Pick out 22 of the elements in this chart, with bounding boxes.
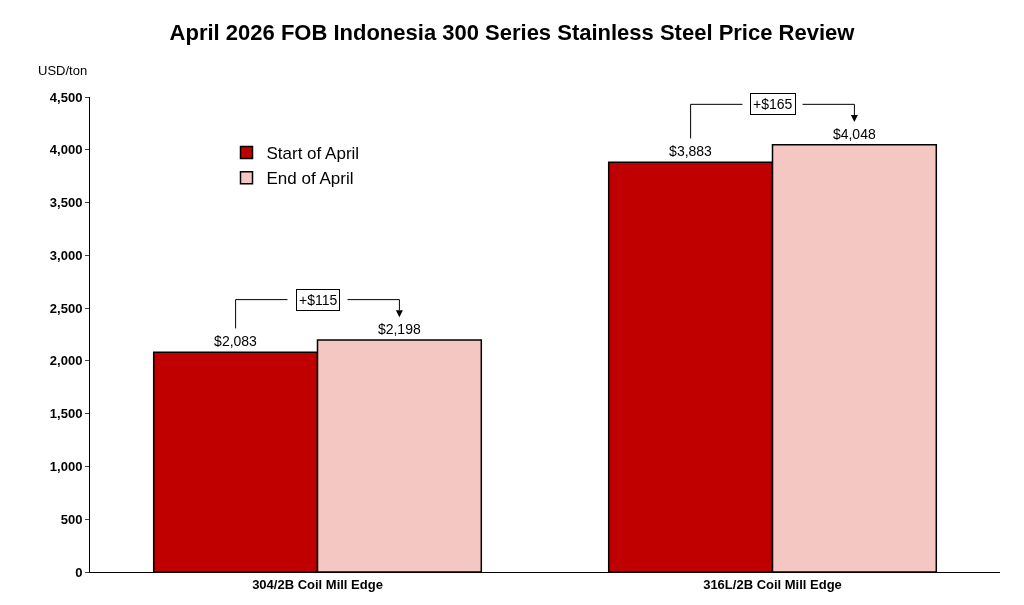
- x-tick-label: 304/2B Coil Mill Edge: [252, 576, 383, 592]
- chart-title: April 2026 FOB Indonesia 300 Series Stainless Steel Price Review: [169, 19, 856, 45]
- y-axis-title: USD/ton: [38, 63, 88, 78]
- data-label: $2,083: [214, 333, 258, 350]
- y-tick-label: 4,000: [49, 142, 83, 158]
- data-label: $4,048: [832, 125, 876, 142]
- data-label: $3,883: [669, 143, 713, 160]
- y-tick-label: 2,000: [49, 353, 83, 369]
- legend-label: End of April: [266, 169, 354, 189]
- y-tick-label: 3,500: [49, 195, 83, 211]
- y-tick-label: 1,000: [49, 458, 83, 474]
- data-label: $2,198: [377, 320, 421, 337]
- y-tick-label: 2,500: [49, 300, 83, 316]
- y-tick-label: 1,500: [49, 406, 83, 422]
- annotation: +$165: [753, 96, 793, 112]
- x-tick-label: 316L/2B Coil Mill Edge: [703, 576, 842, 592]
- y-tick-label: 4,500: [49, 89, 83, 105]
- annotation: +$115: [299, 292, 338, 308]
- y-tick-label: 500: [60, 511, 83, 527]
- y-tick-label: 0: [75, 564, 83, 580]
- legend-label: Start of April: [266, 144, 360, 164]
- y-tick-label: 3,000: [49, 247, 83, 263]
